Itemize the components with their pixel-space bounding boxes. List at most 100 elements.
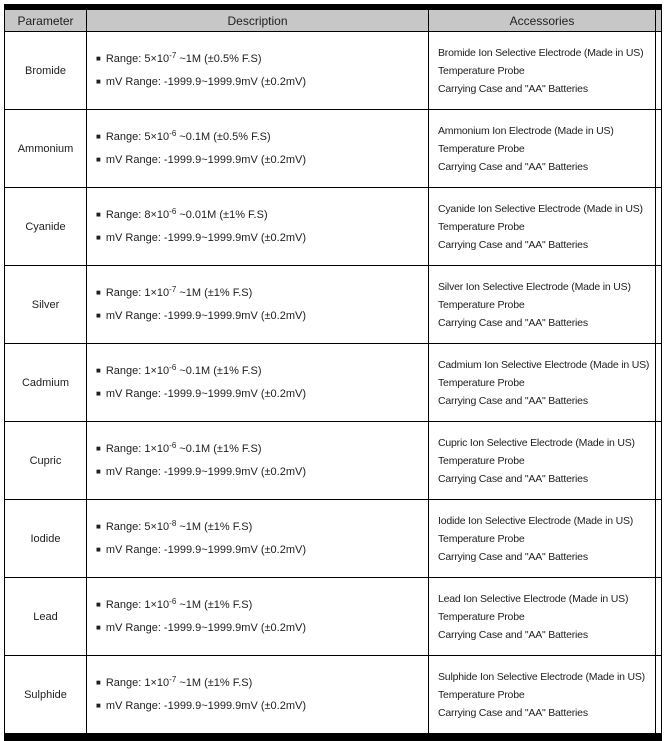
header-parameter: Parameter bbox=[5, 10, 86, 31]
bullet-icon: ■ bbox=[96, 466, 101, 476]
bullet-icon: ■ bbox=[96, 365, 101, 375]
range-exponent: -6 bbox=[169, 362, 177, 372]
cropped-column-cell bbox=[655, 656, 661, 733]
accessories-cell: Ammonium Ion Electrode (Made in US) Temp… bbox=[428, 110, 655, 187]
accessory-probe: Temperature Probe bbox=[438, 298, 525, 311]
bullet-icon: ■ bbox=[96, 76, 101, 86]
cropped-column-cell bbox=[655, 110, 661, 187]
header-cropped-column bbox=[655, 10, 661, 31]
accessory-probe: Temperature Probe bbox=[438, 610, 525, 623]
header-description: Description bbox=[86, 10, 428, 31]
mv-range-line: ■ mV Range: -1999.9~1999.9mV (±0.2mV) bbox=[96, 383, 428, 406]
range-suffix: ~0.01M (±1% F.S) bbox=[176, 208, 268, 221]
description-cell: ■ Range: 1×10-7 ~1M (±1% F.S) ■ mV Range: … bbox=[86, 656, 428, 733]
description-cell: ■ Range: 1×10-7 ~1M (±1% F.S) ■ mV Range: … bbox=[86, 266, 428, 343]
mv-range-line: ■ mV Range: -1999.9~1999.9mV (±0.2mV) bbox=[96, 461, 428, 484]
cropped-column-cell bbox=[655, 188, 661, 265]
table-header-row: Parameter Description Accessories bbox=[5, 10, 661, 32]
range-line: ■ Range: 1×10-6 ~0.1M (±1% F.S) bbox=[96, 360, 428, 383]
parameter-cell: Cyanide bbox=[5, 188, 86, 265]
accessories-cell: Sulphide Ion Selective Electrode (Made i… bbox=[428, 656, 655, 733]
bullet-icon: ■ bbox=[96, 53, 101, 63]
accessory-electrode: Cadmium Ion Selective Electrode (Made in… bbox=[438, 358, 650, 371]
mv-range-text: mV Range: -1999.9~1999.9mV (±0.2mV) bbox=[105, 699, 307, 712]
accessory-case: Carrying Case and "AA" Batteries bbox=[438, 82, 588, 95]
parameter-cell: Ammonium bbox=[5, 110, 86, 187]
accessories-cell: Iodide Ion Selective Electrode (Made in … bbox=[428, 500, 655, 577]
bullet-icon: ■ bbox=[96, 131, 101, 141]
table-row: Sulphide ■ Range: 1×10-7 ~1M (±1% F.S) ■ m… bbox=[5, 656, 661, 733]
range-suffix: ~1M (±0.5% F.S) bbox=[176, 52, 262, 65]
bullet-icon: ■ bbox=[96, 677, 101, 687]
mv-range-text: mV Range: -1999.9~1999.9mV (±0.2mV) bbox=[105, 465, 307, 478]
accessory-electrode: Sulphide Ion Selective Electrode (Made i… bbox=[438, 670, 645, 683]
parameter-label: Sulphide bbox=[24, 688, 67, 701]
range-line: ■ Range: 1×10-7 ~1M (±1% F.S) bbox=[96, 282, 428, 305]
accessory-probe: Temperature Probe bbox=[438, 688, 525, 701]
description-cell: ■ Range: 1×10-6 ~0.1M (±1% F.S) ■ mV Range… bbox=[86, 344, 428, 421]
range-prefix: Range: 8×10 bbox=[105, 208, 170, 221]
range-suffix: ~0.1M (±1% F.S) bbox=[176, 442, 262, 455]
table-row: Lead ■ Range: 1×10-6 ~1M (±1% F.S) ■ mV Ra… bbox=[5, 578, 661, 656]
mv-range-text: mV Range: -1999.9~1999.9mV (±0.2mV) bbox=[105, 309, 307, 322]
parameter-cell: Bromide bbox=[5, 32, 86, 109]
range-exponent: -8 bbox=[169, 518, 177, 528]
bullet-icon: ■ bbox=[96, 544, 101, 554]
cropped-column-cell bbox=[655, 578, 661, 655]
table-row: Bromide ■ Range: 5×10-7 ~1M (±0.5% F.S) ■… bbox=[5, 32, 661, 110]
description-cell: ■ Range: 5×10-7 ~1M (±0.5% F.S) ■ mV Range… bbox=[86, 32, 428, 109]
parameter-label: Iodide bbox=[30, 532, 61, 545]
parameter-cell: Silver bbox=[5, 266, 86, 343]
cropped-column-cell bbox=[655, 344, 661, 421]
mv-range-text: mV Range: -1999.9~1999.9mV (±0.2mV) bbox=[105, 621, 307, 634]
header-accessories: Accessories bbox=[428, 10, 655, 31]
range-exponent: -7 bbox=[169, 284, 177, 294]
range-prefix: Range: 5×10 bbox=[105, 130, 170, 143]
range-suffix: ~1M (±1% F.S) bbox=[176, 676, 253, 689]
parameter-cell: Sulphide bbox=[5, 656, 86, 733]
mv-range-text: mV Range: -1999.9~1999.9mV (±0.2mV) bbox=[105, 387, 307, 400]
table-body: Bromide ■ Range: 5×10-7 ~1M (±0.5% F.S) ■… bbox=[5, 32, 661, 733]
range-prefix: Range: 1×10 bbox=[105, 442, 170, 455]
parameter-label: Ammonium bbox=[17, 142, 74, 155]
accessory-electrode: Bromide Ion Selective Electrode (Made in… bbox=[438, 46, 644, 59]
bullet-icon: ■ bbox=[96, 700, 101, 710]
accessory-case: Carrying Case and "AA" Batteries bbox=[438, 550, 588, 563]
mv-range-line: ■ mV Range: -1999.9~1999.9mV (±0.2mV) bbox=[96, 617, 428, 640]
range-suffix: ~1M (±1% F.S) bbox=[176, 520, 253, 533]
header-parameter-label: Parameter bbox=[17, 13, 74, 28]
accessory-case: Carrying Case and "AA" Batteries bbox=[438, 472, 588, 485]
parameter-cell: Lead bbox=[5, 578, 86, 655]
bullet-icon: ■ bbox=[96, 599, 101, 609]
parameter-label: Cyanide bbox=[25, 220, 66, 233]
parameter-cell: Cupric bbox=[5, 422, 86, 499]
table-row: Cupric ■ Range: 1×10-6 ~0.1M (±1% F.S) ■ m… bbox=[5, 422, 661, 500]
mv-range-line: ■ mV Range: -1999.9~1999.9mV (±0.2mV) bbox=[96, 149, 428, 172]
bullet-icon: ■ bbox=[96, 287, 101, 297]
range-suffix: ~0.1M (±1% F.S) bbox=[176, 364, 262, 377]
range-prefix: Range: 1×10 bbox=[105, 286, 170, 299]
range-line: ■ Range: 5×10-7 ~1M (±0.5% F.S) bbox=[96, 48, 428, 71]
accessory-probe: Temperature Probe bbox=[438, 220, 525, 233]
mv-range-text: mV Range: -1999.9~1999.9mV (±0.2mV) bbox=[105, 231, 307, 244]
accessory-electrode: Cupric Ion Selective Electrode (Made in … bbox=[438, 436, 635, 449]
accessory-case: Carrying Case and "AA" Batteries bbox=[438, 238, 588, 251]
parameter-cell: Iodide bbox=[5, 500, 86, 577]
bullet-icon: ■ bbox=[96, 521, 101, 531]
range-prefix: Range: 5×10 bbox=[105, 520, 170, 533]
accessory-probe: Temperature Probe bbox=[438, 454, 525, 467]
range-prefix: Range: 1×10 bbox=[105, 598, 170, 611]
table-row: Cyanide ■ Range: 8×10-6 ~0.01M (±1% F.S) … bbox=[5, 188, 661, 266]
range-prefix: Range: 1×10 bbox=[105, 676, 170, 689]
range-suffix: ~1M (±1% F.S) bbox=[176, 286, 253, 299]
mv-range-line: ■ mV Range: -1999.9~1999.9mV (±0.2mV) bbox=[96, 71, 428, 94]
range-exponent: -6 bbox=[169, 128, 177, 138]
cropped-column-cell bbox=[655, 266, 661, 343]
bullet-icon: ■ bbox=[96, 154, 101, 164]
accessories-cell: Cyanide Ion Selective Electrode (Made in… bbox=[428, 188, 655, 265]
accessory-case: Carrying Case and "AA" Batteries bbox=[438, 706, 588, 719]
range-line: ■ Range: 1×10-7 ~1M (±1% F.S) bbox=[96, 672, 428, 695]
description-cell: ■ Range: 8×10-6 ~0.01M (±1% F.S) ■ mV Rang… bbox=[86, 188, 428, 265]
accessory-probe: Temperature Probe bbox=[438, 64, 525, 77]
